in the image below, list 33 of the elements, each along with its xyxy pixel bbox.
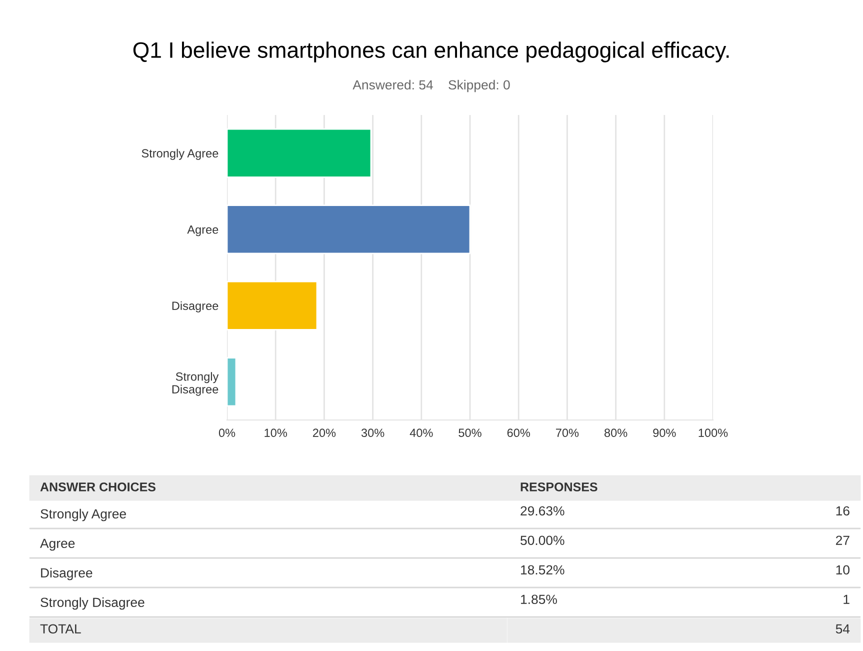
text: ANSWER CHOICES bbox=[40, 482, 156, 492]
x-tick-label: 100% bbox=[698, 428, 728, 438]
text: 29.63% bbox=[520, 506, 564, 516]
category-label: Disagree bbox=[41, 568, 92, 580]
category-label: Strongly Agree bbox=[40, 508, 126, 522]
x-tick-label: 50% bbox=[458, 428, 482, 438]
x-tick-label: 0% bbox=[218, 428, 236, 438]
text: 1.85% bbox=[521, 594, 557, 604]
text: 18.52% bbox=[521, 565, 564, 575]
chart-subtitle: Answered: 54 Skipped: 0 bbox=[352, 80, 510, 92]
x-tick-label: 20% bbox=[312, 428, 336, 438]
y-tick-label: Strongly Disagree bbox=[172, 372, 219, 396]
y-tick-label: Agree bbox=[187, 226, 218, 236]
y-tick-label: Strongly Agree bbox=[142, 148, 218, 160]
x-tick-label: 30% bbox=[361, 428, 384, 438]
x-tick-label: 80% bbox=[604, 428, 628, 438]
text: 1 bbox=[844, 594, 850, 604]
text: 27 bbox=[836, 536, 850, 545]
chart-title: Q1 I believe smartphones can enhance pedagogical efficacy. bbox=[133, 42, 729, 62]
x-tick-label: 60% bbox=[507, 428, 530, 438]
category-label: Strongly Disagree bbox=[40, 597, 144, 610]
x-tick-label: 10% bbox=[264, 428, 287, 438]
x-tick-label: 40% bbox=[410, 428, 433, 438]
text: 54 bbox=[836, 624, 850, 634]
category-label: Agree bbox=[40, 538, 75, 551]
text: 10 bbox=[836, 565, 850, 575]
y-tick-label: Disagree bbox=[172, 301, 218, 312]
text: TOTAL bbox=[40, 624, 81, 634]
text: 16 bbox=[836, 506, 850, 516]
x-tick-label: 70% bbox=[556, 428, 579, 438]
x-tick-label: 90% bbox=[653, 428, 676, 438]
text: RESPONSES bbox=[520, 482, 598, 492]
text: 50.00% bbox=[520, 536, 564, 546]
